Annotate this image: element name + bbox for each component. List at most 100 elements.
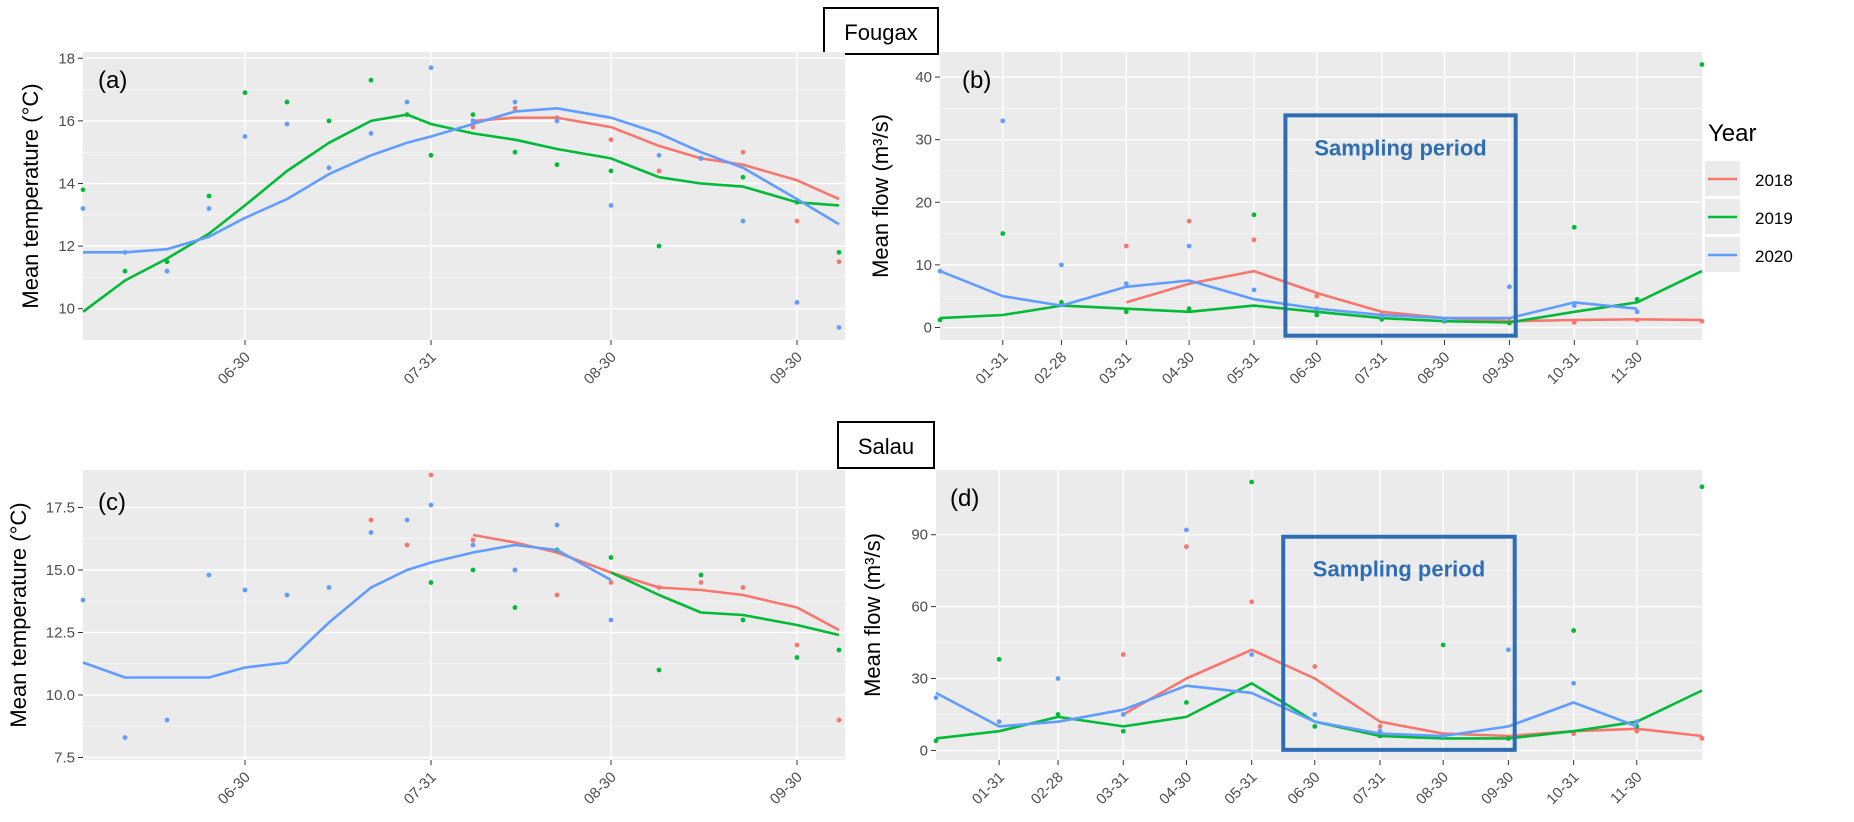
data-point bbox=[512, 567, 518, 573]
x-tick-label: 01-31 bbox=[969, 769, 1008, 808]
data-point bbox=[470, 542, 476, 548]
x-tick-label: 08-30 bbox=[581, 769, 620, 808]
panel-letter: (c) bbox=[98, 489, 126, 516]
data-point bbox=[470, 567, 476, 573]
data-point bbox=[794, 655, 800, 660]
data-point bbox=[608, 137, 614, 143]
legend-label-2019: 2019 bbox=[1755, 209, 1793, 228]
data-point bbox=[1699, 484, 1705, 490]
y-tick-label: 18 bbox=[58, 50, 75, 67]
data-point bbox=[740, 149, 746, 155]
x-tick-label: 07-31 bbox=[1351, 349, 1390, 388]
y-tick-label: 7.5 bbox=[54, 750, 75, 767]
data-point bbox=[1055, 676, 1061, 681]
x-tick-label: 09-30 bbox=[767, 349, 806, 388]
x-tick-label: 05-31 bbox=[1224, 349, 1263, 388]
data-point bbox=[1120, 712, 1126, 717]
panel-letter: (d) bbox=[950, 485, 979, 512]
data-point bbox=[698, 572, 704, 578]
x-tick-label: 04-30 bbox=[1156, 769, 1195, 808]
plot-background bbox=[83, 52, 845, 340]
data-point bbox=[740, 218, 746, 224]
sampling-period-label: Sampling period bbox=[1314, 135, 1486, 160]
y-tick-label: 10.0 bbox=[46, 687, 75, 704]
data-point bbox=[836, 259, 842, 265]
x-tick-label: 02-28 bbox=[1028, 769, 1067, 808]
series-points-2020 bbox=[933, 527, 1640, 739]
data-point bbox=[1186, 306, 1192, 312]
data-point bbox=[1440, 642, 1446, 648]
y-axis-label: Mean flow (m³/s) bbox=[860, 533, 885, 697]
sampling-period-box bbox=[1281, 534, 1517, 752]
data-point bbox=[1000, 231, 1006, 236]
data-point bbox=[554, 118, 560, 124]
data-point bbox=[1699, 736, 1705, 741]
data-point bbox=[1055, 712, 1061, 717]
panel-b: 0 10 20 30 40 01-31 02-28 03-31 04-30 05-31 06-30 0… bbox=[868, 52, 1705, 388]
y-tick-label: 10 bbox=[915, 257, 932, 274]
y-tick-label: 0 bbox=[924, 319, 932, 336]
data-point bbox=[1634, 309, 1640, 315]
x-tick-label: 09-30 bbox=[1478, 769, 1517, 808]
y-tick-label: 16 bbox=[58, 113, 75, 130]
data-point bbox=[1184, 527, 1189, 533]
data-point bbox=[1312, 664, 1318, 669]
data-point bbox=[368, 130, 374, 136]
x-tick-label: 08-30 bbox=[581, 349, 620, 388]
data-point bbox=[794, 218, 800, 224]
data-point bbox=[1377, 724, 1383, 729]
y-tick-label: 14 bbox=[58, 175, 75, 192]
data-point bbox=[1249, 652, 1255, 657]
data-point bbox=[1120, 728, 1126, 734]
data-point bbox=[368, 517, 374, 523]
panel-d: 0 30 60 90 01-31 02-28 03-31 04-30 05-31 06-30 07-… bbox=[860, 470, 1705, 808]
data-point bbox=[554, 592, 560, 598]
data-point bbox=[1312, 724, 1318, 729]
x-tick-label: 07-31 bbox=[401, 349, 440, 388]
y-tick-label: 40 bbox=[915, 69, 932, 86]
y-tick-label: 90 bbox=[911, 527, 928, 544]
x-tick-label: 06-30 bbox=[215, 769, 254, 808]
data-point bbox=[1000, 118, 1006, 124]
data-point bbox=[1251, 212, 1257, 218]
series-points-2019 bbox=[428, 547, 842, 673]
data-point bbox=[428, 152, 434, 158]
data-point bbox=[1634, 719, 1640, 725]
data-point bbox=[512, 105, 518, 111]
data-point bbox=[1249, 599, 1255, 605]
data-point bbox=[164, 268, 170, 274]
data-point bbox=[242, 90, 248, 96]
data-point bbox=[1571, 628, 1577, 633]
y-tick-label: 12 bbox=[58, 238, 75, 255]
data-point bbox=[284, 121, 290, 127]
data-point bbox=[122, 268, 128, 274]
data-point bbox=[326, 118, 332, 124]
data-point bbox=[1571, 303, 1577, 308]
data-point bbox=[794, 642, 800, 648]
x-tick-label: 11-30 bbox=[1608, 349, 1646, 387]
data-point bbox=[1251, 287, 1257, 293]
data-point bbox=[1123, 281, 1129, 287]
legend: Year 2018 2019 2020 bbox=[1705, 120, 1793, 272]
data-point bbox=[404, 542, 410, 548]
x-tick-label: 04-30 bbox=[1159, 349, 1198, 388]
data-point bbox=[836, 647, 842, 653]
series-line-2019 bbox=[610, 571, 840, 637]
x-tick-label: 01-31 bbox=[972, 349, 1011, 388]
data-point bbox=[656, 152, 662, 158]
data-point bbox=[656, 667, 662, 673]
data-point bbox=[206, 193, 212, 199]
x-tick-label: 10-31 bbox=[1544, 349, 1583, 388]
y-tick-label: 20 bbox=[915, 194, 932, 211]
data-point bbox=[1314, 312, 1320, 318]
data-point bbox=[1571, 680, 1577, 686]
data-point bbox=[1699, 62, 1705, 67]
y-tick-label: 0 bbox=[920, 742, 928, 759]
data-point bbox=[1184, 544, 1189, 550]
panel-letter: (b) bbox=[962, 67, 991, 94]
y-axis-label: Mean flow (m³/s) bbox=[868, 114, 893, 278]
plot-background bbox=[83, 470, 845, 760]
x-tick-label: 07-31 bbox=[401, 769, 440, 808]
data-point bbox=[368, 77, 374, 83]
y-tick-label: 30 bbox=[911, 671, 928, 688]
